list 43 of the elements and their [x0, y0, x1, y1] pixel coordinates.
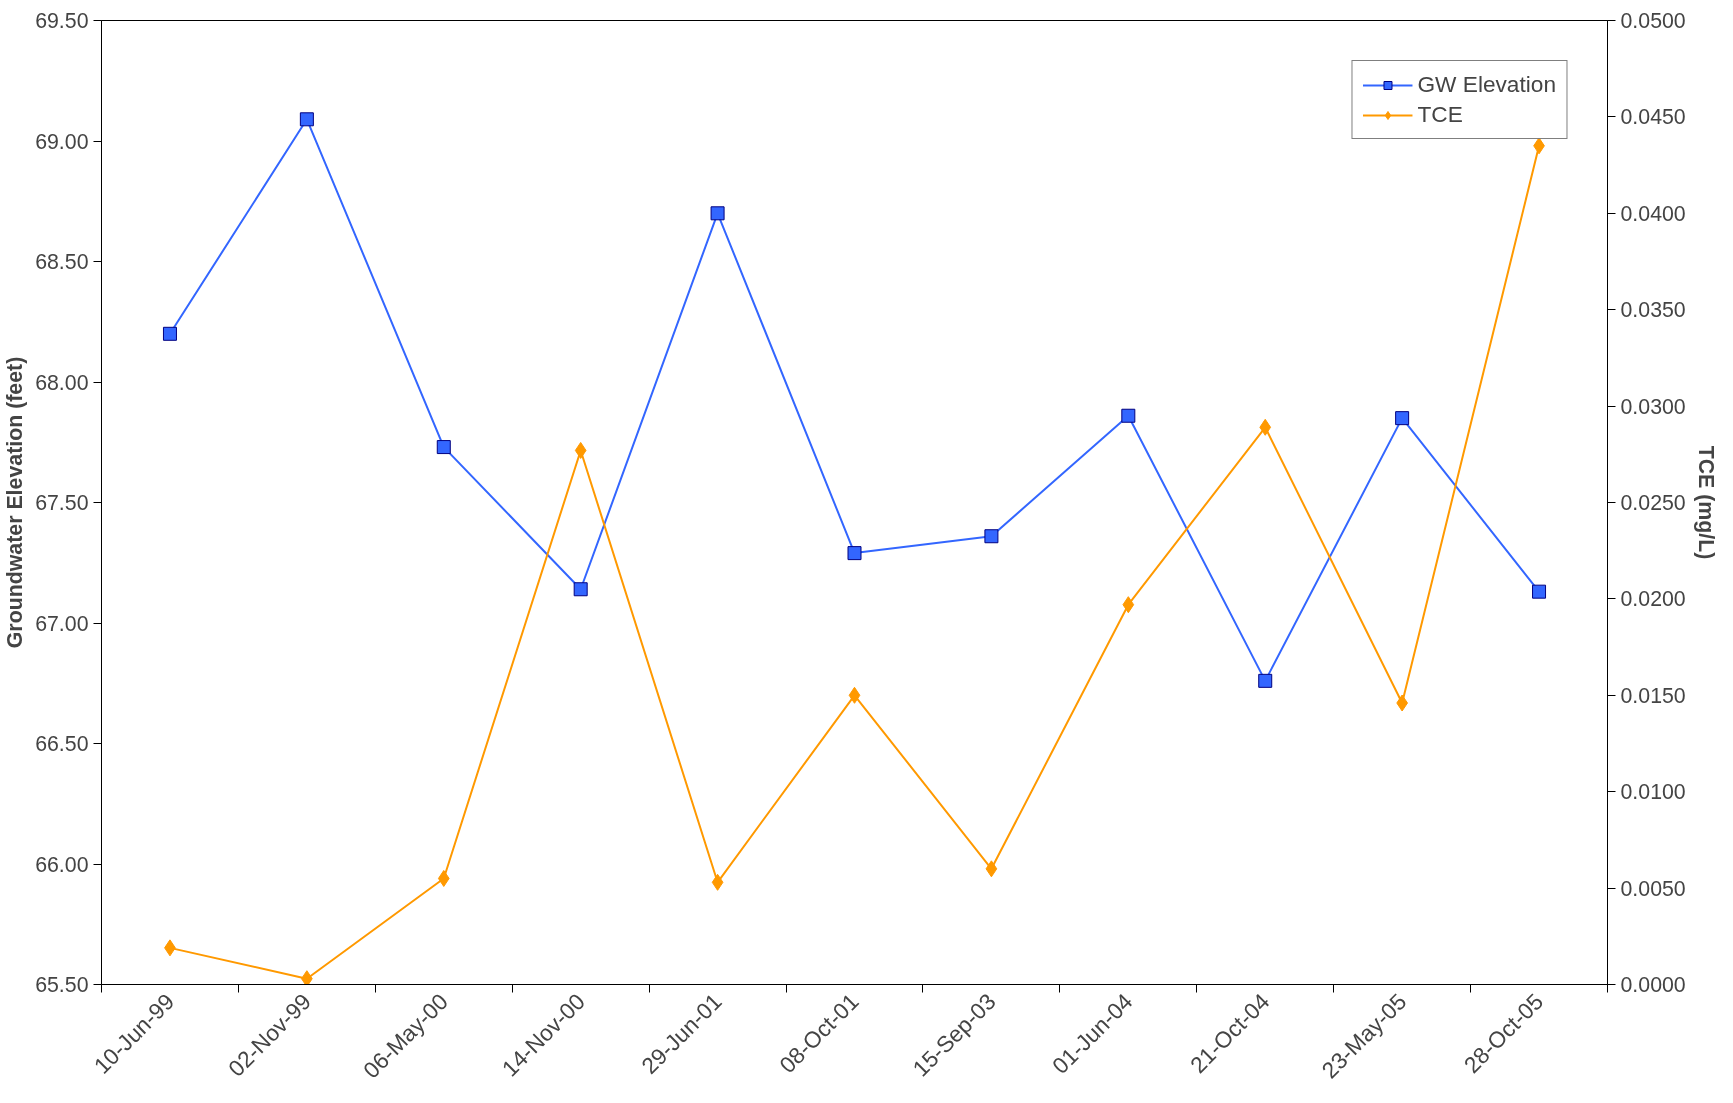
point — [710, 206, 725, 221]
point — [1258, 673, 1273, 688]
point — [984, 529, 999, 544]
y2-tick-label: 0.0000 — [1620, 973, 1686, 997]
point — [985, 860, 998, 878]
y2-axis-title: TCE (mg/L) — [1693, 445, 1718, 560]
y-axis-title: Groundwater Elevation (feet) — [3, 356, 28, 649]
point — [1532, 584, 1547, 599]
point — [301, 970, 313, 985]
point — [1395, 411, 1410, 426]
point — [1121, 408, 1136, 423]
y2-tick-label: 0.0400 — [1620, 201, 1686, 226]
point — [573, 582, 588, 597]
y2-tick-label: 0.0100 — [1620, 780, 1686, 805]
point — [711, 873, 724, 891]
legend-label: GW Elevation — [1417, 71, 1556, 98]
point — [1122, 596, 1135, 614]
point — [299, 112, 314, 127]
y2-tick-label: 0.0350 — [1620, 298, 1686, 323]
y2-tick-label: 0.0300 — [1620, 394, 1686, 419]
point — [436, 440, 451, 455]
y-tick-label: 67.00 — [35, 611, 89, 636]
point — [437, 869, 450, 887]
point — [847, 546, 862, 561]
y2-tick-label: 0.0150 — [1620, 683, 1686, 708]
y-tick-label: 67.50 — [35, 491, 89, 515]
y2-tick-label: 0.0050 — [1620, 876, 1686, 901]
y-tick-label: 66.50 — [35, 732, 89, 756]
point — [574, 441, 587, 459]
point — [162, 326, 177, 341]
y-tick-label: 65.50 — [35, 973, 89, 997]
y2-tick-label: 0.0200 — [1620, 587, 1686, 612]
y2-tick-label: 0.0250 — [1620, 491, 1686, 515]
point — [1259, 418, 1272, 436]
y2-tick-label: 0.0500 — [1620, 9, 1686, 33]
y-tick-label: 68.50 — [35, 250, 89, 274]
y2-tick-label: 0.0450 — [1620, 105, 1686, 130]
y-tick-label: 69.50 — [35, 9, 89, 33]
legend-label: TCE — [1417, 101, 1463, 128]
point — [848, 686, 861, 704]
y-tick-label: 66.00 — [35, 852, 89, 877]
y-tick-label: 68.00 — [35, 370, 89, 395]
y-tick-label: 69.00 — [35, 129, 89, 154]
